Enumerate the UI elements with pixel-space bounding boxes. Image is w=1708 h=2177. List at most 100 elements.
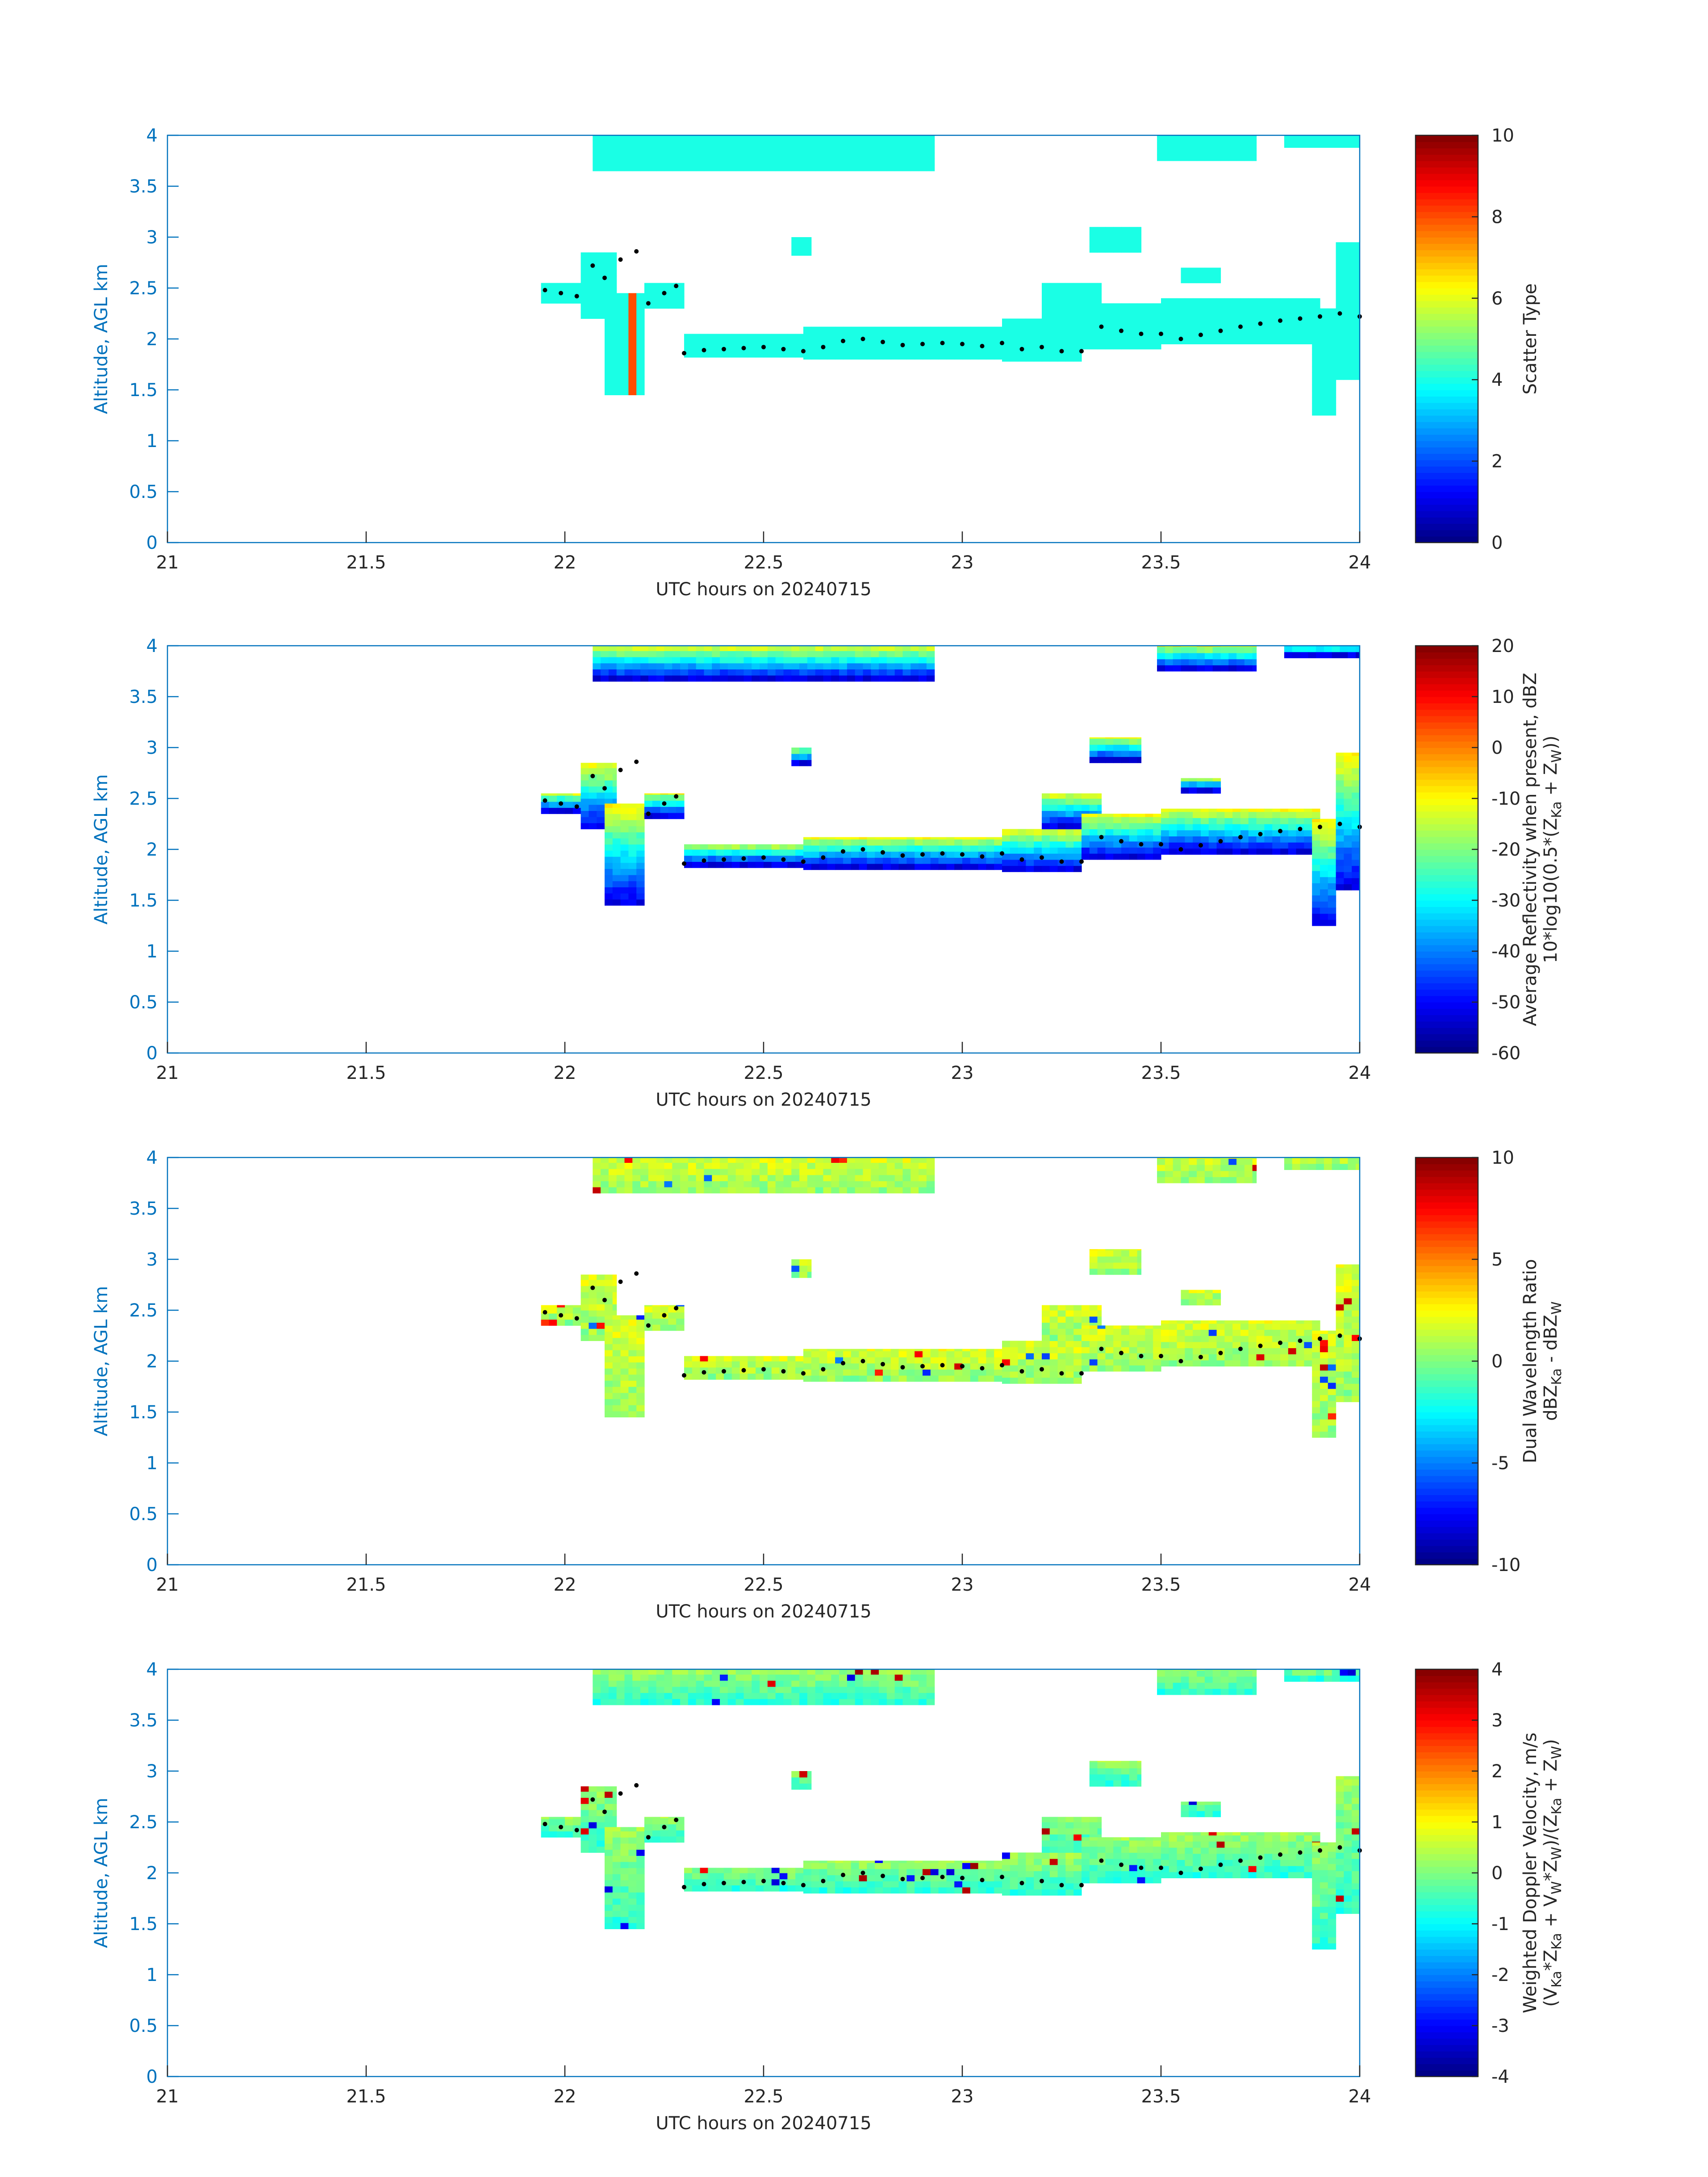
heatmap-cell xyxy=(589,798,597,805)
heatmap-cell xyxy=(593,146,601,153)
heatmap-cell xyxy=(1073,1334,1082,1341)
heatmap-cell xyxy=(605,893,613,900)
heatmap-cell xyxy=(628,838,637,845)
heatmap-cell xyxy=(871,1181,879,1187)
heatmap-cell xyxy=(1236,1688,1245,1695)
heatmap-cell xyxy=(672,140,681,147)
heatmap-cell xyxy=(1296,1323,1304,1330)
y-tick-label: 0 xyxy=(146,1043,158,1064)
heatmap-cell xyxy=(1320,308,1328,312)
heatmap-cell xyxy=(815,135,824,141)
colorbar-swatch xyxy=(1416,977,1478,984)
heatmap-cell xyxy=(1073,294,1082,301)
heatmap-cell xyxy=(1065,1365,1074,1372)
heatmap-cell xyxy=(605,309,613,316)
colorbar-swatch xyxy=(1416,396,1478,403)
heatmap-cell xyxy=(1177,1348,1185,1354)
heatmap-cell xyxy=(1169,301,1178,308)
heatmap-cell xyxy=(1181,1682,1189,1689)
heatmap-cell xyxy=(597,1286,605,1292)
heatmap-cell xyxy=(636,1855,645,1862)
heatmap-cell xyxy=(1320,828,1328,835)
heatmap-cell xyxy=(1010,1359,1019,1366)
heatmap-cell xyxy=(724,351,732,358)
heatmap-cell xyxy=(1352,768,1360,774)
heatmap-cell xyxy=(803,1875,812,1881)
heatmap-cell xyxy=(855,1692,864,1699)
heatmap-cell xyxy=(1328,895,1336,902)
heatmap-cell xyxy=(735,1169,744,1175)
heatmap-cell xyxy=(704,646,712,651)
heatmap-cell xyxy=(680,1692,689,1699)
heatmap-cell xyxy=(1232,811,1241,818)
heatmap-cell xyxy=(636,1380,645,1387)
heatmap-cell xyxy=(930,329,939,335)
heatmap-cell xyxy=(764,861,772,868)
heatmap-cell xyxy=(1316,1675,1324,1682)
heatmap-cell xyxy=(1137,1334,1145,1341)
heatmap-cell xyxy=(1304,1329,1312,1336)
heatmap-cell xyxy=(1165,647,1173,653)
heatmap-cell xyxy=(1165,1165,1173,1171)
heatmap-cell xyxy=(656,1669,665,1675)
heatmap-cell xyxy=(752,1692,760,1699)
heatmap-cell xyxy=(1208,1323,1217,1330)
colorbar-swatch xyxy=(1416,824,1478,831)
heatmap-cell xyxy=(1220,1682,1229,1689)
heatmap-cell xyxy=(1169,808,1178,812)
heatmap-cell xyxy=(1153,814,1161,817)
heatmap-cell xyxy=(803,334,812,342)
heatmap-cell xyxy=(1073,804,1082,811)
heatmap-cell xyxy=(910,1174,919,1182)
heatmap-cell xyxy=(549,801,557,808)
cloud-base-point xyxy=(634,1271,639,1276)
heatmap-cell xyxy=(1145,814,1153,817)
heatmap-cell xyxy=(628,875,637,882)
heatmap-cell xyxy=(672,1187,681,1194)
heatmap-cell xyxy=(727,663,736,670)
heatmap-cell xyxy=(1197,1165,1205,1171)
heatmap-cell xyxy=(1002,859,1011,866)
heatmap-cell xyxy=(760,140,768,147)
heatmap-cell xyxy=(1248,1354,1257,1361)
heatmap-cell xyxy=(580,1286,589,1292)
heatmap-cell xyxy=(612,1286,617,1292)
heatmap-cell xyxy=(894,1162,903,1169)
heatmap-cell xyxy=(1049,798,1058,805)
heatmap-cell xyxy=(867,839,875,846)
heatmap-cell xyxy=(743,152,752,159)
heatmap-cell xyxy=(680,1162,689,1169)
heatmap-cell xyxy=(1328,1395,1336,1401)
heatmap-cell xyxy=(1244,1157,1253,1159)
heatmap-cell xyxy=(994,839,1002,846)
heatmap-cell xyxy=(1208,1360,1217,1366)
heatmap-cell xyxy=(684,844,693,850)
colorbar-swatch xyxy=(1416,830,1478,837)
heatmap-cell xyxy=(720,1669,728,1675)
heatmap-cell xyxy=(1169,298,1178,302)
heatmap-cell xyxy=(1113,853,1122,860)
heatmap-cell xyxy=(875,347,883,354)
colorbar-swatch xyxy=(1416,281,1478,288)
heatmap-cell xyxy=(644,794,653,801)
heatmap-cell xyxy=(771,1373,780,1380)
colorbar-swatch xyxy=(1416,995,1478,1003)
heatmap-cell xyxy=(1244,148,1253,155)
heatmap-cell xyxy=(1137,817,1145,823)
heatmap-cell xyxy=(612,786,617,793)
heatmap-cell xyxy=(1189,1290,1197,1293)
heatmap-cell xyxy=(819,326,827,329)
heatmap-cell xyxy=(597,1804,605,1810)
heatmap-cell xyxy=(680,1686,689,1693)
heatmap-cell xyxy=(894,146,903,153)
heatmap-cell xyxy=(1312,1320,1320,1324)
heatmap-cell xyxy=(1348,652,1356,658)
heatmap-cell xyxy=(1220,1688,1229,1695)
heatmap-cell xyxy=(910,159,919,165)
heatmap-cell xyxy=(803,341,812,347)
heatmap-cell xyxy=(1320,819,1328,822)
colorbar-tick-label: -40 xyxy=(1491,941,1520,962)
heatmap-cell xyxy=(620,1861,629,1868)
heatmap-cell xyxy=(628,1898,637,1905)
heatmap-cell xyxy=(1057,847,1066,854)
